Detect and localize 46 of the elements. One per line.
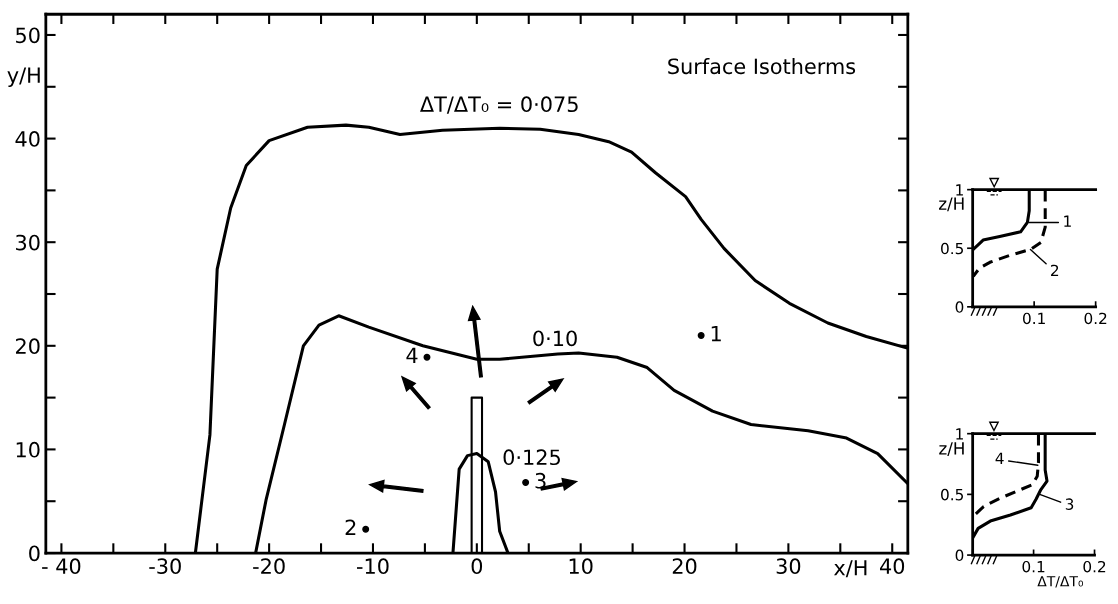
y-axis-title: z/H <box>939 197 964 212</box>
y-tick-label: 50 <box>16 27 40 44</box>
x-tick-label: 0.2 <box>1084 312 1107 325</box>
x-tick-label: -20 <box>253 558 285 575</box>
x-axis-title: ΔT/ΔT₀ <box>1037 576 1084 588</box>
annotation: 2 <box>1051 264 1059 276</box>
y-tick-label: 0 <box>955 301 964 313</box>
point <box>697 331 705 339</box>
annotation: 1 <box>1064 215 1071 227</box>
y-tick-label: 0 <box>955 549 964 562</box>
y-tick-label: 0.5 <box>941 488 963 501</box>
y-axis-title: z/H <box>939 442 964 457</box>
annotation: 3 <box>535 472 546 489</box>
point <box>423 353 431 361</box>
x-tick-label: -30 <box>149 558 181 575</box>
point <box>522 479 530 487</box>
x-tick-label: 20 <box>672 558 697 575</box>
annotation: 0·10 <box>533 330 577 347</box>
annotation: 3 <box>1065 498 1074 510</box>
annotation: Surface Isotherms <box>668 58 856 75</box>
y-tick-label: 20 <box>15 338 40 355</box>
x-tick-label: 30 <box>776 558 801 575</box>
annotation: 0·125 <box>503 449 560 466</box>
y-tick-label: 40 <box>15 131 40 147</box>
y-tick-label: 1 <box>956 184 963 196</box>
x-tick-label: 0.1 <box>1023 312 1045 325</box>
annotation: ΔT/ΔT₀ = 0·075 <box>420 96 578 114</box>
x-tick-label: 10 <box>569 558 593 575</box>
x-tick-label: 0.2 <box>1083 560 1106 573</box>
point <box>362 525 370 533</box>
y-tick-label: 1 <box>956 428 963 440</box>
x-tick-label: - 40 <box>42 558 81 575</box>
x-tick-label: 0 <box>471 558 483 575</box>
y-tick-label: 0.5 <box>941 242 963 255</box>
annotation: 4 <box>406 347 418 363</box>
y-tick-label: 0 <box>29 545 40 562</box>
x-axis-title: x/H <box>834 560 867 578</box>
x-tick-label: 40 <box>880 558 905 575</box>
x-tick-label: -10 <box>356 558 389 575</box>
x-tick-label: 0.1 <box>1022 560 1045 573</box>
annotation: 1 <box>711 326 721 342</box>
y-axis-title: y/H <box>7 67 40 87</box>
annotation: 4 <box>995 452 1004 464</box>
y-tick-label: 30 <box>16 234 40 251</box>
annotation: 2 <box>345 519 356 535</box>
y-tick-label: 10 <box>16 441 40 458</box>
